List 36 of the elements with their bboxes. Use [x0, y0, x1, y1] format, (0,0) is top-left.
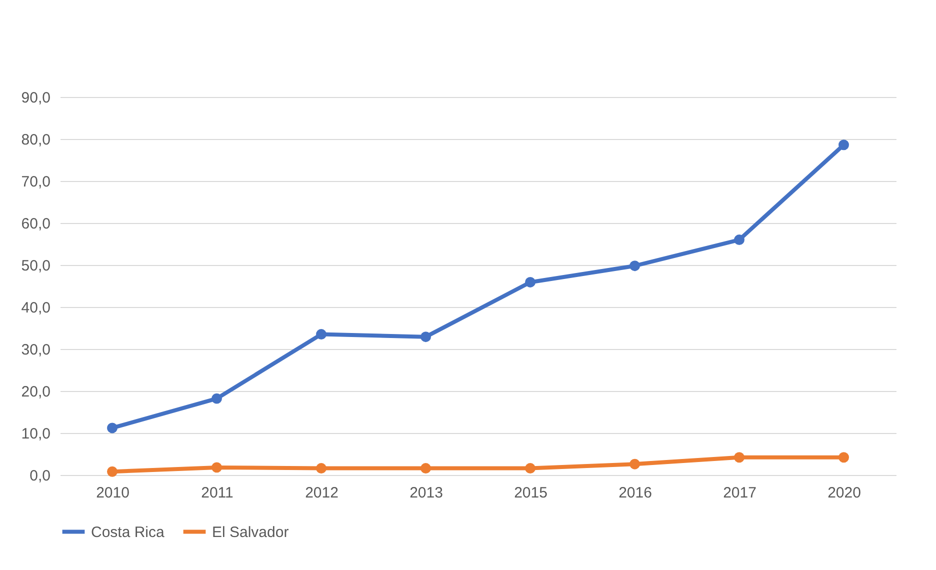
y-tick-label: 40,0 — [21, 300, 50, 316]
y-tick-label: 10,0 — [21, 426, 50, 442]
point — [838, 452, 849, 463]
point — [630, 260, 640, 272]
y-tick-label: 70,0 — [21, 174, 50, 190]
point — [212, 462, 222, 473]
point — [525, 276, 536, 288]
point — [734, 234, 744, 246]
y-tick-label: 50,0 — [21, 258, 50, 274]
point — [316, 329, 326, 340]
y-tick-label: 30,0 — [21, 342, 50, 358]
point — [420, 332, 431, 342]
point — [107, 422, 118, 434]
y-tick-label: 90,0 — [21, 90, 50, 106]
legend-label: El Salvador — [212, 524, 289, 541]
point — [838, 140, 849, 150]
y-tick-label: 0,0 — [30, 468, 50, 484]
point — [525, 463, 536, 474]
y-tick-label: 20,0 — [21, 384, 50, 400]
y-tick-label: 60,0 — [21, 216, 50, 232]
x-tick-label: 2020 — [828, 484, 861, 502]
legend-label: Costa Rica — [91, 524, 166, 541]
point — [734, 452, 744, 463]
point — [212, 393, 222, 404]
x-tick-label: 2010 — [96, 484, 130, 502]
point — [107, 466, 118, 477]
x-tick-label: 2016 — [618, 484, 652, 502]
x-tick-label: 2012 — [305, 484, 338, 502]
x-tick-label: 2013 — [410, 484, 443, 502]
point — [316, 463, 326, 474]
x-tick-label: 2015 — [514, 484, 548, 502]
x-tick-label: 2011 — [201, 484, 234, 502]
x-tick-label: 2017 — [723, 484, 756, 502]
point — [630, 458, 640, 470]
point — [420, 463, 431, 474]
y-tick-label: 80,0 — [21, 132, 50, 148]
